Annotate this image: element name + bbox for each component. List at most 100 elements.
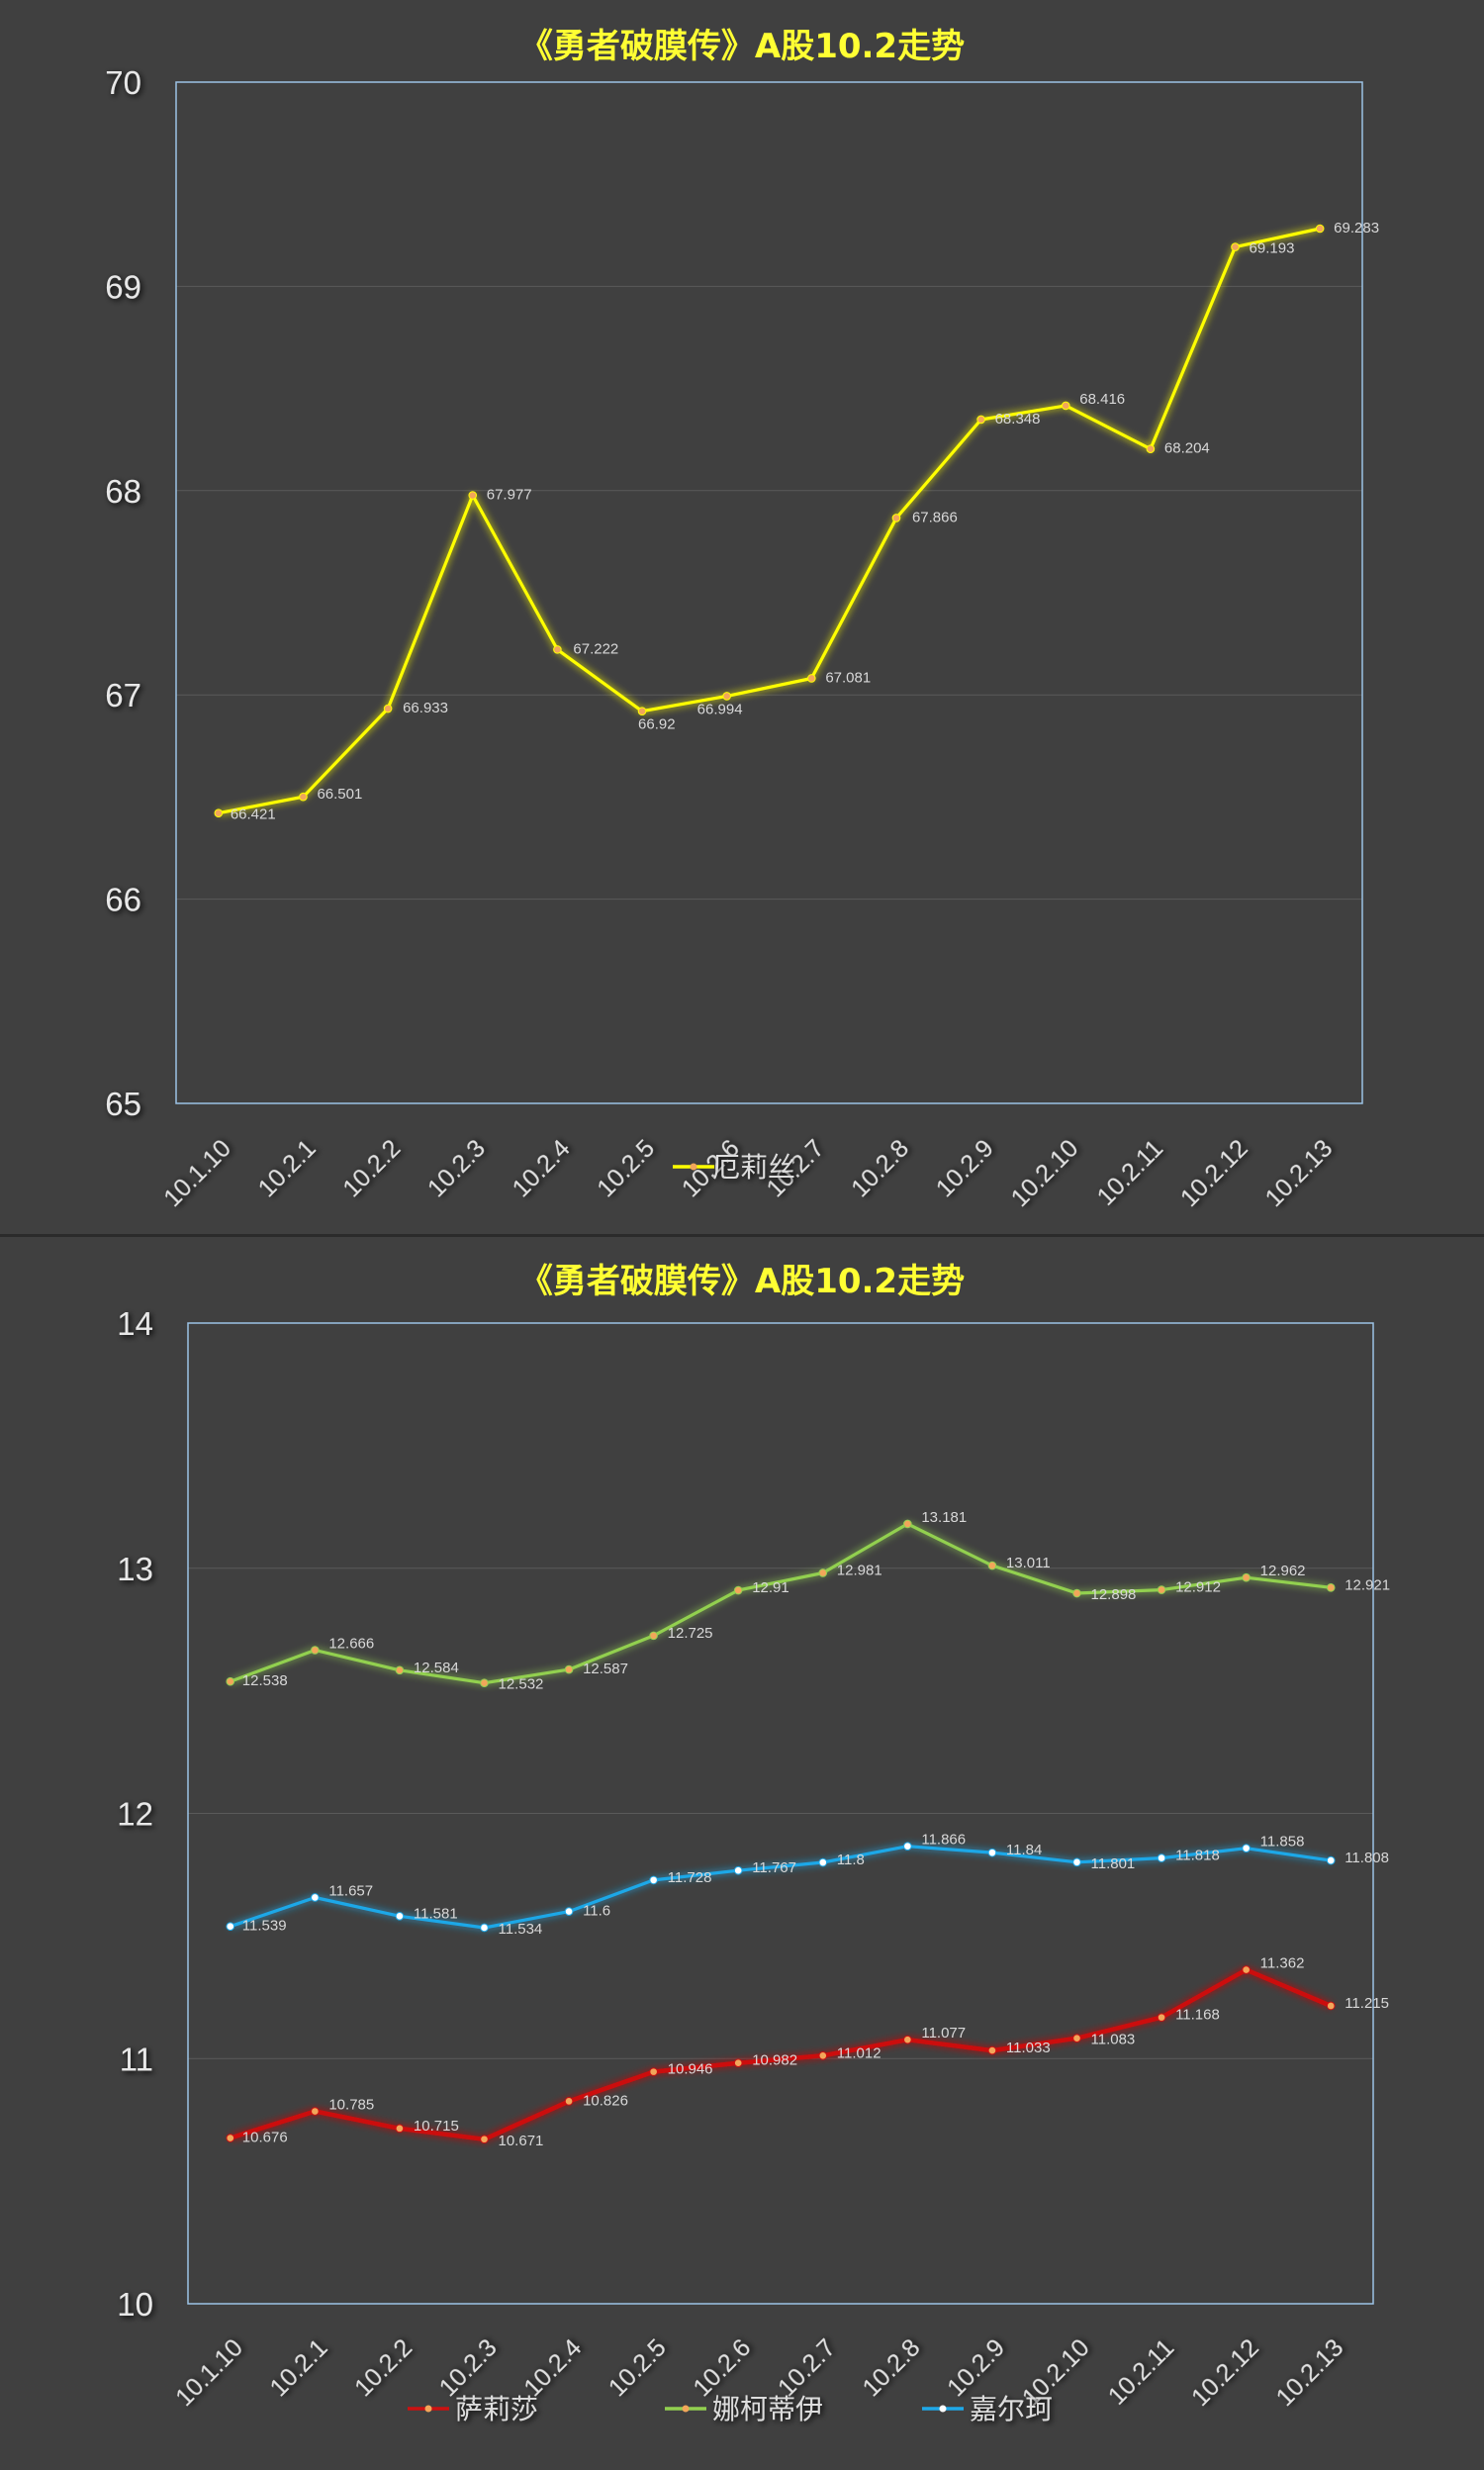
series-line-娜柯蒂伊 xyxy=(230,1522,1332,1685)
data-label: 12.538 xyxy=(242,1672,288,1689)
data-label: 10.715 xyxy=(414,2118,459,2135)
data-label: 12.584 xyxy=(414,1660,459,1676)
data-point xyxy=(649,2067,658,2076)
panel-divider xyxy=(0,1234,1484,1237)
data-label: 66.421 xyxy=(231,807,276,823)
data-point xyxy=(891,514,901,522)
data-point xyxy=(564,1907,574,1916)
data-point xyxy=(1157,1585,1166,1594)
data-point xyxy=(1072,1588,1081,1598)
data-point xyxy=(564,2097,574,2106)
data-point xyxy=(226,1676,235,1686)
data-label: 12.532 xyxy=(499,1676,544,1693)
data-label: 11.033 xyxy=(1006,2040,1051,2056)
x-tick-group: 10.2.1 xyxy=(265,2333,333,2402)
data-label: 68.204 xyxy=(1164,440,1210,457)
x-tick-group: 10.2.12 xyxy=(1175,1134,1253,1212)
data-label: 11.801 xyxy=(1091,1855,1136,1872)
data-label: 11.012 xyxy=(837,2044,881,2061)
data-label: 11.866 xyxy=(921,1832,966,1849)
data-label: 10.982 xyxy=(752,2052,797,2069)
data-label: 11.539 xyxy=(242,1918,287,1935)
chart-panel-2: 《勇者破膜传》A股10.2走势 10 11 12 13 14 10.1.10 10.2.1 10… xyxy=(0,1237,1484,2470)
data-point xyxy=(903,1842,912,1851)
data-point xyxy=(903,2035,912,2044)
x-tick-label: 10.2.2 xyxy=(337,1134,406,1202)
chart-title: 《勇者破膜传》A股10.2走势 xyxy=(519,27,965,66)
data-label: 12.725 xyxy=(668,1625,713,1642)
data-label: 11.808 xyxy=(1345,1850,1389,1866)
x-tick-label: 10.2.9 xyxy=(931,1134,999,1202)
x-tick-group: 10.2.13 xyxy=(1271,2333,1349,2412)
data-label: 69.193 xyxy=(1250,240,1295,257)
x-tick-group: 10.2.11 xyxy=(1103,2333,1179,2410)
data-label: 11.728 xyxy=(668,1869,712,1886)
data-label: 10.826 xyxy=(583,2092,628,2109)
data-label: 11.8 xyxy=(837,1852,865,1868)
legend-label: 萨莉莎 xyxy=(455,2393,538,2425)
data-point xyxy=(299,792,308,802)
legend-swatch-marker xyxy=(690,1163,697,1171)
x-tick-label: 10.2.8 xyxy=(858,2333,926,2402)
data-label: 11.083 xyxy=(1091,2032,1136,2048)
data-point xyxy=(1072,2034,1081,2042)
y-tick-label: 10 xyxy=(117,2286,153,2323)
y-tick-label: 70 xyxy=(105,64,141,101)
data-label: 66.933 xyxy=(403,700,448,716)
legend-swatch-marker xyxy=(939,2405,947,2413)
x-tick-group: 10.1.10 xyxy=(158,1134,236,1212)
series-line-嘉尔珂 xyxy=(230,1845,1332,1930)
data-label: 68.348 xyxy=(995,411,1041,428)
data-point xyxy=(976,415,985,425)
data-point xyxy=(226,1922,235,1932)
data-label: 10.671 xyxy=(499,2133,544,2149)
data-point xyxy=(480,1678,489,1687)
x-tick-group: 10.2.1 xyxy=(253,1134,322,1202)
data-label: 12.912 xyxy=(1175,1579,1221,1596)
data-label: 11.581 xyxy=(414,1905,458,1922)
data-label: 10.946 xyxy=(668,2061,713,2078)
data-label: 12.666 xyxy=(328,1635,374,1652)
data-label: 12.921 xyxy=(1345,1576,1390,1593)
x-tick-label: 10.1.10 xyxy=(158,1134,236,1212)
data-label: 68.416 xyxy=(1079,391,1125,408)
data-label: 12.91 xyxy=(752,1579,789,1596)
data-label: 66.994 xyxy=(697,701,743,717)
x-tick-label: 10.2.4 xyxy=(508,1134,576,1202)
data-point xyxy=(553,645,562,654)
x-tick-group: 10.2.13 xyxy=(1260,1134,1339,1212)
series-line-厄莉丝 xyxy=(218,227,1321,815)
data-label: 12.587 xyxy=(583,1661,628,1677)
data-point xyxy=(987,2045,997,2055)
x-tick-label: 10.2.13 xyxy=(1271,2333,1349,2412)
data-point xyxy=(480,2135,489,2144)
data-label: 11.534 xyxy=(499,1921,543,1938)
plot-area-frame xyxy=(175,81,1363,1104)
data-point xyxy=(1326,1583,1336,1592)
x-tick-group: 10.2.11 xyxy=(1092,1134,1168,1210)
legend-label: 娜柯蒂伊 xyxy=(712,2393,823,2425)
data-label: 13.011 xyxy=(1006,1555,1051,1571)
y-tick-label: 68 xyxy=(105,473,141,510)
data-point xyxy=(395,1665,405,1675)
data-point xyxy=(383,704,393,713)
y-tick-label: 65 xyxy=(105,1086,141,1122)
data-label: 66.501 xyxy=(317,786,362,803)
data-label: 13.181 xyxy=(921,1509,967,1526)
x-tick-label: 10.2.12 xyxy=(1175,1134,1253,1212)
x-tick-group: 10.1.10 xyxy=(170,2333,248,2412)
data-point xyxy=(1157,1853,1166,1862)
data-label: 67.866 xyxy=(912,509,958,525)
data-label: 10.785 xyxy=(328,2097,374,2114)
series-line-萨莉莎 xyxy=(230,1967,1333,2142)
data-label: 67.081 xyxy=(825,669,871,686)
data-point xyxy=(722,692,731,701)
x-tick-group: 10.2.9 xyxy=(931,1134,999,1202)
data-point xyxy=(807,674,816,683)
data-label: 11.84 xyxy=(1006,1842,1042,1858)
data-label: 11.657 xyxy=(328,1882,373,1899)
x-tick-label: 10.2.11 xyxy=(1092,1134,1168,1210)
x-tick-group: 10.2.2 xyxy=(349,2333,417,2402)
data-point xyxy=(1157,2013,1166,2022)
